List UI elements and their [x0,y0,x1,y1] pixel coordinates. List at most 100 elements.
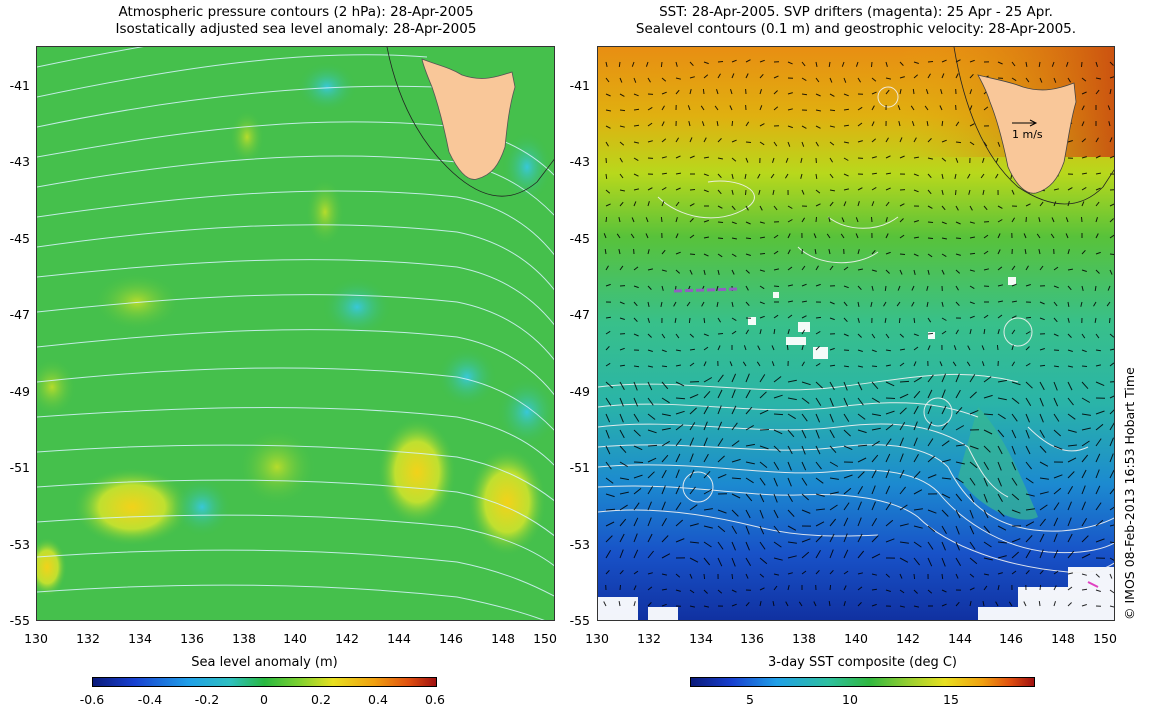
velocity-arrow [731,139,737,143]
velocity-arrow [801,538,811,543]
velocity-arrow [717,317,722,323]
velocity-arrow [1095,410,1105,415]
velocity-arrow [731,557,736,567]
velocity-arrow [731,73,735,79]
velocity-arrow [787,92,793,95]
velocity-arrow [829,533,835,543]
velocity-arrow [633,365,640,368]
velocity-arrow [885,438,892,447]
velocity-arrow [1025,381,1033,389]
velocity-arrow [633,533,638,543]
velocity-arrow [633,317,638,322]
velocity-arrow [731,389,736,399]
velocity-arrow [1095,172,1101,175]
velocity-arrow [815,362,821,367]
velocity-arrow [843,157,849,161]
velocity-arrow [701,121,705,127]
velocity-arrow [1067,501,1072,511]
velocity-arrow [631,217,635,223]
velocity-arrow [829,491,839,495]
velocity-arrow [815,397,822,406]
velocity-arrow [633,488,642,495]
velocity-arrow [757,173,761,179]
velocity-arrow [745,557,752,567]
velocity-arrow [983,525,991,534]
velocity-arrow [857,550,865,559]
velocity-arrow [983,413,994,416]
velocity-arrow [1011,61,1016,67]
left-lon-tick: 132 [76,631,100,646]
velocity-arrow [829,109,836,112]
velocity-arrow [661,413,671,417]
velocity-arrow [731,205,736,211]
velocity-arrow [857,201,860,207]
velocity-arrow [843,333,849,337]
velocity-arrow [661,603,667,607]
velocity-arrow [787,141,791,147]
velocity-arrow [605,330,611,335]
velocity-arrow [955,73,959,79]
velocity-arrow [619,77,623,83]
velocity-arrow [871,501,876,511]
velocity-arrow [675,410,685,415]
velocity-arrow [899,348,905,351]
velocity-arrow [941,405,947,415]
velocity-arrow [787,284,794,287]
velocity-arrow [857,106,863,111]
velocity-arrow [801,397,810,404]
velocity-arrow [731,173,734,180]
velocity-arrow [605,535,613,543]
velocity-arrow [829,125,836,128]
velocity-arrow [703,173,709,177]
velocity-arrow [703,346,709,351]
velocity-arrow [756,361,761,367]
velocity-arrow [927,474,937,479]
velocity-arrow [605,316,611,319]
velocity-arrow [829,518,837,527]
velocity-arrow [800,173,803,179]
velocity-arrow [1107,105,1111,111]
velocity-arrow [619,397,624,407]
velocity-arrow [1081,518,1088,527]
velocity-arrow [773,541,782,548]
velocity-arrow [941,73,945,79]
velocity-arrow [759,541,766,550]
right-lon-tick: 148 [1051,631,1075,646]
velocity-arrow [1081,77,1087,82]
velocity-arrow [731,120,734,127]
velocity-arrow [899,88,902,95]
velocity-arrow [787,445,793,455]
right-lat-tick: -49 [569,384,590,399]
velocity-arrow [913,333,919,337]
velocity-arrow [619,157,623,163]
velocity-arrow [647,333,652,338]
velocity-arrow [969,587,975,591]
velocity-arrow [843,429,851,437]
velocity-arrow [829,173,834,179]
velocity-arrow [1067,586,1073,591]
velocity-arrow [745,424,754,431]
velocity-arrow [941,317,947,321]
velocity-arrow [1011,77,1017,82]
velocity-arrow [647,106,653,111]
velocity-arrow [1109,437,1114,447]
velocity-arrow [689,589,695,594]
velocity-arrow [787,266,793,271]
velocity-arrow [1011,345,1014,351]
velocity-arrow [729,361,733,367]
velocity-arrow [689,155,695,159]
velocity-arrow [913,361,917,367]
velocity-arrow [997,141,1001,147]
velocity-arrow [884,317,887,323]
velocity-arrow [605,397,612,406]
velocity-arrow [619,518,627,527]
velocity-arrow [689,486,696,495]
velocity-arrow [688,317,691,324]
velocity-arrow [647,349,653,352]
velocity-arrow [899,362,905,367]
velocity-arrow [661,501,666,511]
velocity-arrow [899,422,906,431]
velocity-arrow [773,493,778,503]
velocity-arrow [1025,429,1030,439]
velocity-arrow [633,157,639,162]
